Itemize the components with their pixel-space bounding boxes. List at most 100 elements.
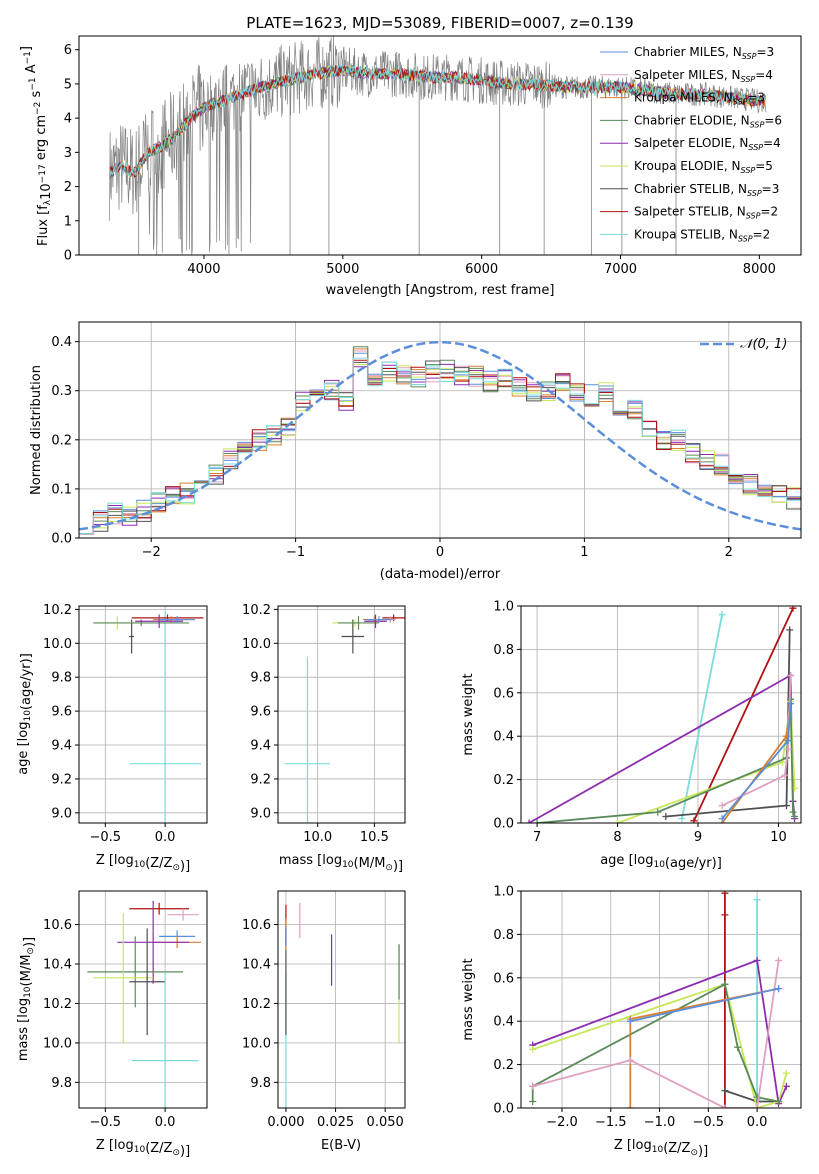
weight-z-series-line — [531, 982, 779, 1103]
weight-age-ytick-label: 1.0 — [493, 600, 514, 615]
weight-z-xtick-label: −0.5 — [693, 1115, 725, 1130]
age-mass-xlabel-group: mass [log10(M/M⊙)] — [279, 853, 403, 874]
age-z-ylabel: age [log10(age/yr)] — [16, 653, 34, 775]
residuals-histogram-step — [79, 346, 801, 535]
age-mass-ytick-label: 9.8 — [250, 671, 271, 686]
age-z-ytick-label: 9.0 — [51, 806, 72, 821]
spectrum-ytick-label: 2 — [64, 180, 72, 195]
legend-entry: Kroupa STELIB, NSSP=2 — [634, 227, 770, 243]
age-mass-ytick-label: 9.4 — [250, 739, 271, 754]
spectrum-plot — [108, 36, 767, 255]
weight-age-marker — [678, 815, 686, 823]
age-z-ytick-label: 9.6 — [51, 705, 72, 720]
weight-z-series-line — [532, 983, 788, 1108]
weight-z-marker — [734, 1043, 742, 1051]
age-mass-axes: 10.0 10.5 9.0 9.2 9.4 9.6 9.8 10.0 10.2 — [242, 603, 405, 845]
weight-z-xlabel-group: Z [log10(Z/Z⊙)] — [614, 1138, 708, 1159]
weight-z-marker — [782, 1069, 790, 1077]
weight-z-xtick-label: 0.0 — [747, 1115, 768, 1130]
spectrum-model-line — [108, 63, 767, 179]
weight-age-marker — [787, 700, 795, 708]
spectrum-axes: 4000 5000 6000 7000 8000 0 1 2 3 4 5 6 — [64, 43, 776, 277]
weight-z-ytick-label: 1.0 — [493, 885, 514, 900]
weight-age-plot — [525, 606, 799, 823]
age-mass-ytick-label: 10.2 — [242, 603, 271, 618]
weight-age-marker — [789, 808, 797, 816]
spectrum-xtick-label: 6000 — [465, 262, 498, 277]
weight-age-ylabel: mass weight — [461, 673, 476, 755]
weight-z-marker — [775, 1097, 783, 1105]
weight-age-marker — [718, 611, 726, 619]
weight-z-marker — [782, 1082, 790, 1090]
weight-z-marker — [721, 1104, 729, 1108]
weight-age-marker — [784, 737, 792, 745]
residuals-xlabel: (data-model)/error — [380, 567, 501, 582]
weight-age-ytick-label: 0.2 — [493, 773, 514, 788]
weight-age-series-line — [528, 673, 796, 823]
age-z-ytick-label: 10.0 — [43, 637, 72, 652]
weight-age-xtick-label: 10 — [770, 830, 787, 845]
age-z-xlabel-group: Z [log10(Z/Z⊙)] — [96, 853, 190, 874]
legend-entry: 𝒩(0, 1) — [740, 337, 787, 352]
age-z-ytick-label: 9.4 — [51, 739, 72, 754]
mass-z-ytick-label: 9.8 — [51, 1076, 72, 1091]
age-mass-xlabel: mass [log10(M/M⊙)] — [279, 853, 403, 874]
weight-age-marker — [787, 671, 795, 679]
spectrum-xtick-label: 7000 — [604, 262, 637, 277]
mass-ebv-xtick-label: 0.050 — [367, 1115, 404, 1130]
residuals-histogram-step — [79, 350, 801, 535]
age-mass-xtick-label: 10.5 — [360, 830, 389, 845]
weight-age-series-line — [681, 614, 723, 819]
residuals-ylabel-group: Normed distribution — [29, 365, 44, 495]
weight-z-axes: −2.0 −1.5 −1.0 −0.5 0.0 0.0 0.2 0.4 0.6 0.8 1.0 — [493, 885, 801, 1130]
weight-z-xtick-label: −1.0 — [644, 1115, 676, 1130]
weight-age-frame — [520, 605, 802, 824]
legend-entry: Salpeter STELIB, NSSP=2 — [634, 205, 778, 221]
weight-z-marker — [753, 896, 761, 904]
spectrum-xlabel: wavelength [Angstrom, rest frame] — [326, 283, 555, 298]
residuals-histogram-step — [79, 352, 801, 535]
age-z-xtick-label: −0.5 — [90, 830, 122, 845]
legend-entry: Chabrier STELIB, NSSP=3 — [634, 182, 779, 198]
mass-ebv-ytick-label: 9.8 — [250, 1076, 271, 1091]
weight-age-marker — [786, 626, 794, 634]
mass-z-xtick-label: −0.5 — [90, 1115, 122, 1130]
residuals-ytick-label: 0.0 — [51, 532, 72, 547]
age-z-xlabel: Z [log10(Z/Z⊙)] — [96, 853, 190, 874]
weight-z-marker — [626, 1056, 634, 1064]
mass-z-ytick-label: 10.0 — [43, 1036, 72, 1051]
weight-z-ylabel-group: mass weight — [461, 958, 476, 1040]
weight-z-ytick-label: 0.2 — [493, 1058, 514, 1073]
residuals-plot — [79, 340, 801, 535]
residuals-histogram-step — [79, 363, 801, 535]
mass-z-plot — [87, 900, 202, 1108]
spectrum-ylabel-group: Flux [fλ10−17 erg cm−2 s−1 A−1] — [19, 46, 54, 246]
age-z-xtick-label: 0.0 — [155, 830, 176, 845]
weight-age-marker — [533, 819, 541, 823]
age-mass-frame — [277, 605, 406, 824]
spectrum-data-line — [109, 36, 767, 255]
residuals-histogram-step — [79, 364, 801, 535]
mass-ebv-xtick-label: 0.025 — [317, 1115, 354, 1130]
weight-age-ytick-label: 0.6 — [493, 686, 514, 701]
spectrum-ytick-label: 4 — [64, 112, 72, 127]
weight-age-marker — [783, 802, 791, 810]
residuals-axes: −2 −1 0 1 2 0.0 0.1 0.2 0.3 0.4 — [51, 322, 801, 560]
weight-z-frame — [520, 890, 802, 1109]
residuals-legend: 𝒩(0, 1) — [700, 337, 787, 352]
spectrum-ytick-label: 3 — [64, 146, 72, 161]
residuals-frame — [78, 321, 802, 539]
weight-z-ytick-label: 0.8 — [493, 928, 514, 943]
weight-age-series-line — [665, 629, 791, 818]
weight-age-marker — [781, 771, 789, 779]
weight-z-xtick-label: −1.5 — [595, 1115, 627, 1130]
weight-age-marker — [789, 606, 797, 612]
legend-entry: Kroupa ELODIE, NSSP=5 — [634, 159, 773, 175]
spectrum-xtick-label: 5000 — [326, 262, 359, 277]
residuals-histogram-step — [79, 357, 801, 535]
weight-z-marker — [626, 1017, 634, 1025]
residuals-ytick-label: 0.1 — [51, 482, 72, 497]
age-mass-ytick-label: 9.2 — [250, 772, 271, 787]
weight-z-marker — [721, 980, 729, 988]
weight-age-xtick-label: 7 — [533, 830, 541, 845]
